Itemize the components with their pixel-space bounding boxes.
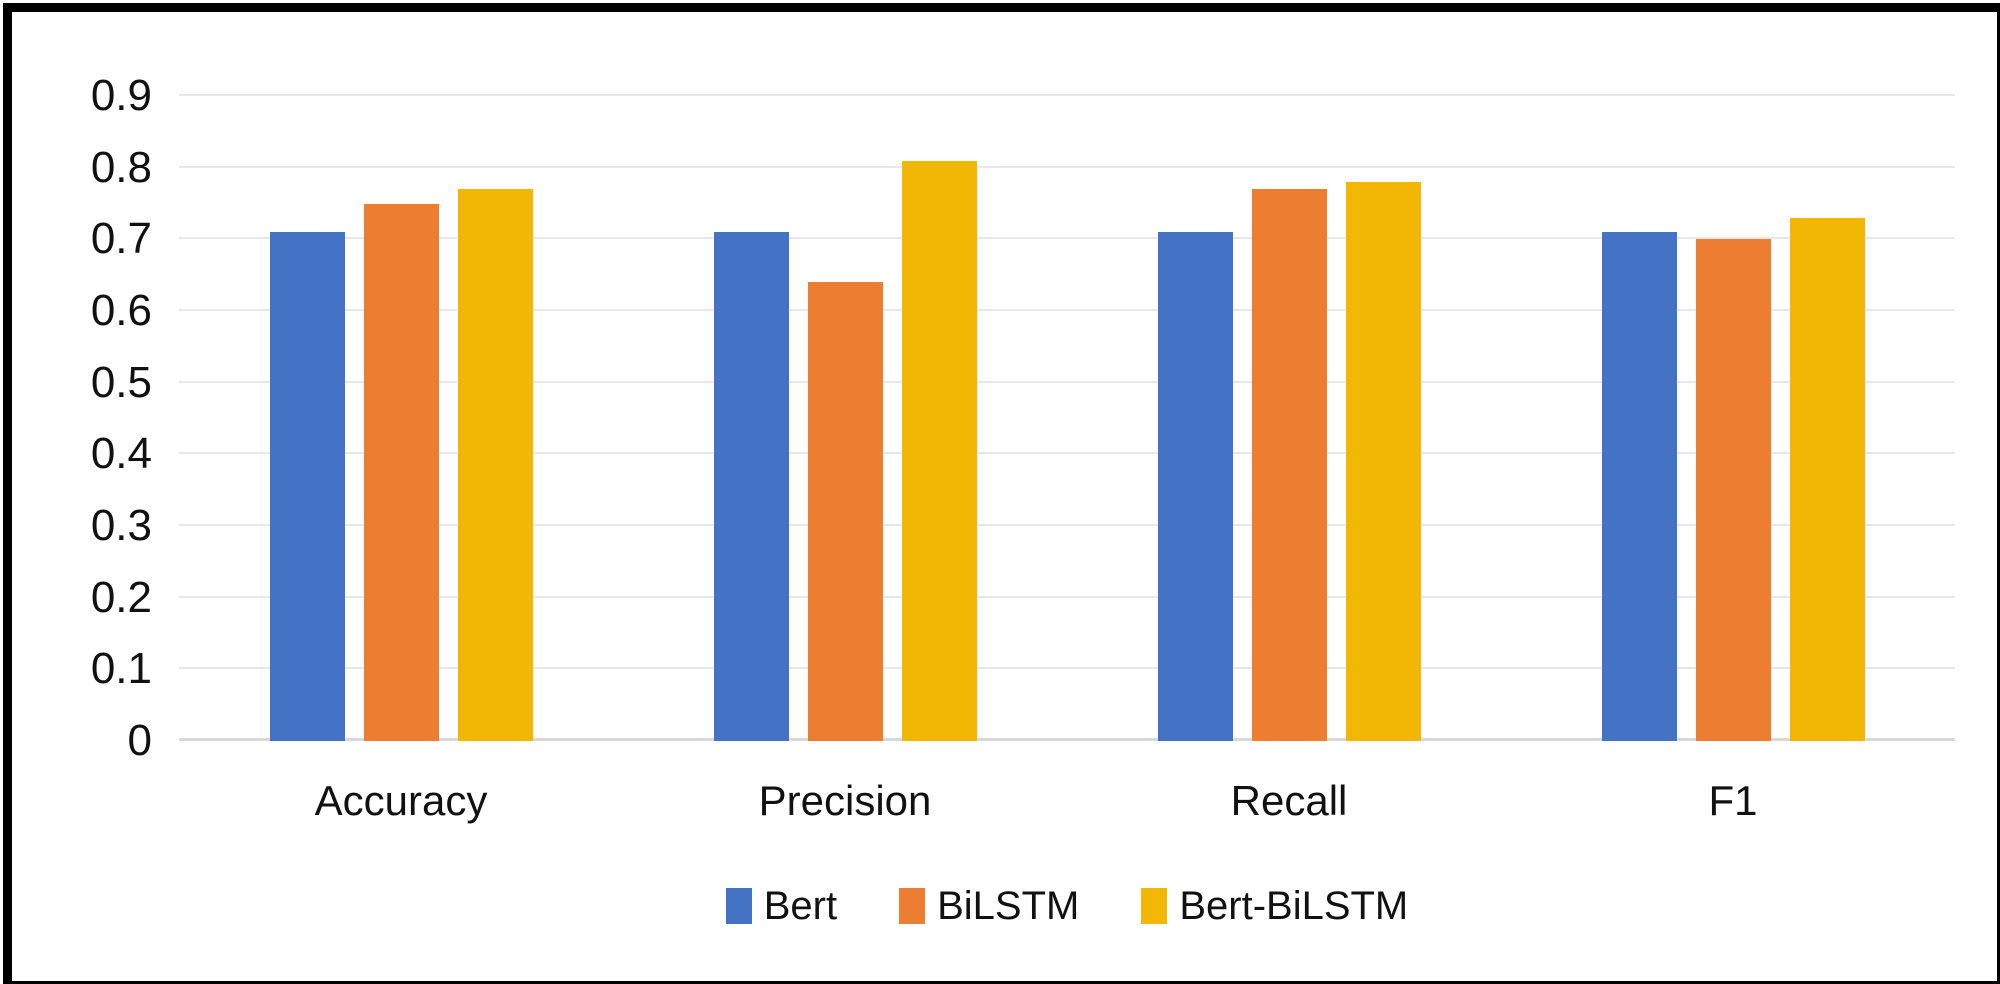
y-tick-label-0: 0: [127, 716, 152, 765]
bar-group-recall: [1067, 96, 1511, 741]
bar-group-accuracy: [179, 96, 623, 741]
legend-item-bert: Bert: [725, 884, 838, 928]
y-tick-label-0.7: 0.7: [90, 214, 152, 264]
x-category-label-precision: Precision: [758, 777, 932, 824]
legend-swatch-icon-bert: [725, 888, 752, 924]
gridline-0.1: [179, 667, 1955, 670]
y-tick-label-0.8: 0.8: [90, 142, 152, 192]
bar-bert-bilstm-accuracy: [457, 189, 533, 741]
x-axis-line: [179, 738, 1955, 741]
y-tick-label-0.5: 0.5: [90, 357, 152, 407]
y-tick-label-0.3: 0.3: [90, 501, 152, 550]
bar-group-precision: [623, 96, 1067, 741]
legend-label-bilstm: BiLSTM: [937, 884, 1080, 928]
legend-item-bert-bilstm: Bert-BiLSTM: [1141, 886, 1408, 926]
y-tick-label-0.4: 0.4: [90, 429, 152, 479]
chart-frame: 0 0.1 0.2 0.3 0.4 0.5 0.6 0.7 0.8 0.9 Accuracy Pre…: [3, 3, 2000, 984]
gridline-0.5: [179, 380, 1955, 383]
bar-bilstm-accuracy: [363, 203, 439, 741]
bar-bert-accuracy: [269, 232, 345, 741]
bar-group-f1: [1511, 96, 1955, 741]
legend: Bert BiLSTM Bert-BiLSTM: [179, 874, 1955, 938]
x-category-label-f1: F1: [1708, 777, 1758, 824]
gridline-0.3: [179, 524, 1955, 526]
legend-label-bert-bilstm: Bert-BiLSTM: [1179, 884, 1409, 928]
bar-bilstm-recall: [1251, 189, 1327, 741]
legend-swatch-icon-bert-bilstm: [1141, 888, 1168, 924]
gridline-0.2: [179, 595, 1955, 598]
gridline-0.8: [179, 165, 1955, 168]
gridline-0.7: [179, 237, 1955, 240]
legend-label-bert: Bert: [763, 884, 838, 928]
plot-area: [179, 94, 1955, 741]
y-tick-label-0.1: 0.1: [90, 644, 152, 694]
bar-bert-bilstm-f1: [1789, 217, 1865, 741]
bar-bert-precision: [713, 232, 789, 741]
bar-bert-bilstm-precision: [901, 160, 977, 741]
gridline-0.6: [179, 309, 1955, 311]
bar-bert-bilstm-recall: [1345, 182, 1421, 741]
bar-bert-recall: [1157, 232, 1233, 741]
x-category-label-accuracy: Accuracy: [314, 777, 488, 824]
y-axis: 0 0.1 0.2 0.3 0.4 0.5 0.6 0.7 0.8 0.9: [32, 74, 152, 763]
y-tick-label-0.6: 0.6: [90, 286, 152, 335]
bar-bilstm-f1: [1695, 239, 1771, 741]
bar-bilstm-precision: [807, 282, 883, 741]
legend-item-bilstm: BiLSTM: [899, 886, 1079, 926]
bar-bert-f1: [1601, 232, 1677, 741]
y-tick-label-0.9: 0.9: [90, 71, 152, 120]
gridline-0.4: [179, 452, 1955, 455]
gridline-0.9: [179, 94, 1955, 96]
x-category-label-recall: Recall: [1230, 777, 1348, 824]
x-axis: Accuracy Precision Recall F1: [179, 777, 1955, 837]
y-tick-label-0.2: 0.2: [90, 572, 152, 622]
legend-swatch-icon-bilstm: [899, 888, 926, 924]
